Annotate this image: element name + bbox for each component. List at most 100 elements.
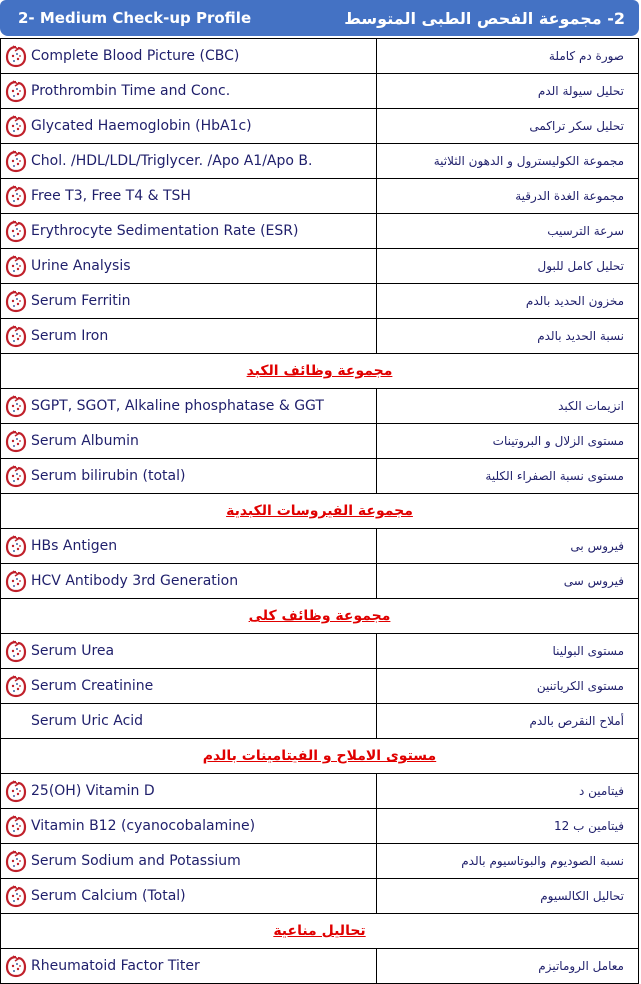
test-name-en-cell: Vitamin B12 (cyanocobalamine) xyxy=(0,808,377,844)
test-name-en: Glycated Haemoglobin (HbA1c) xyxy=(31,118,252,134)
test-name-en-cell: Serum Creatinine xyxy=(0,668,377,704)
section-title: مستوى الاملاح و الفيتامينات بالدم xyxy=(0,738,639,774)
test-row: Free T3, Free T4 & TSH مجموعة الغدة الدرق… xyxy=(0,178,639,214)
lab-logo-icon xyxy=(5,429,27,453)
test-name-en: Serum Creatinine xyxy=(31,678,154,694)
test-name-en-cell: HCV Antibody 3rd Generation xyxy=(0,563,377,599)
test-name-en: HCV Antibody 3rd Generation xyxy=(31,573,239,589)
lab-logo-icon xyxy=(5,44,27,68)
test-name-en-cell: Erythrocyte Sedimentation Rate (ESR) xyxy=(0,213,377,249)
section-row: مجموعة وظائف كلى xyxy=(0,598,639,634)
test-name-en-cell: Serum Calcium (Total) xyxy=(0,878,377,914)
test-name-en: Chol. /HDL/LDL/Triglycer. /Apo A1/Apo B. xyxy=(31,153,313,169)
test-name-en: Serum Uric Acid xyxy=(31,713,144,729)
test-row: 25(OH) Vitamin D فيتامين د xyxy=(0,773,639,809)
test-name-en: Serum bilirubin (total) xyxy=(31,468,186,484)
test-row: Chol. /HDL/LDL/Triglycer. /Apo A1/Apo B.… xyxy=(0,143,639,179)
test-row: HBs Antigen فيروس بى xyxy=(0,528,639,564)
lab-logo-icon xyxy=(5,79,27,103)
test-name-en-cell: SGPT, SGOT, Alkaline phosphatase & GGT xyxy=(0,388,377,424)
test-name-ar: مستوى البولينا xyxy=(376,633,639,669)
section-title: مجموعة وظائف كلى xyxy=(0,598,639,634)
test-row: Urine Analysis تحليل كامل للبول xyxy=(0,248,639,284)
test-name-en-cell: Serum Ferritin xyxy=(0,283,377,319)
test-name-ar: انزيمات الكبد xyxy=(376,388,639,424)
test-name-ar: فيروس بى xyxy=(376,528,639,564)
test-name-ar: فيروس سى xyxy=(376,563,639,599)
section-title: تحاليل مناعية xyxy=(0,913,639,949)
test-name-en: Erythrocyte Sedimentation Rate (ESR) xyxy=(31,223,299,239)
lab-logo-icon xyxy=(5,849,27,873)
test-name-en: Serum Ferritin xyxy=(31,293,131,309)
lab-logo-icon xyxy=(5,184,27,208)
test-name-ar: مجموعة الغدة الدرقية xyxy=(376,178,639,214)
test-name-en-cell: HBs Antigen xyxy=(0,528,377,564)
test-name-en-cell: Serum Urea xyxy=(0,633,377,669)
section-title: مجموعة وظائف الكبد xyxy=(0,353,639,389)
test-row: Serum Iron نسبة الحديد بالدم xyxy=(0,318,639,354)
test-name-en: Serum Iron xyxy=(31,328,109,344)
test-row: Serum Albumin مستوى الزلال و البروتينات xyxy=(0,423,639,459)
test-name-ar: نسبة الصوديوم والبوتاسيوم بالدم xyxy=(376,843,639,879)
test-row: SGPT, SGOT, Alkaline phosphatase & GGT ان… xyxy=(0,388,639,424)
test-name-ar: مستوى نسبة الصفراء الكلية xyxy=(376,458,639,494)
lab-logo-icon xyxy=(5,149,27,173)
test-name-en-cell: Glycated Haemoglobin (HbA1c) xyxy=(0,108,377,144)
test-name-en-cell: Serum Iron xyxy=(0,318,377,354)
test-row: HCV Antibody 3rd Generation فيروس سى xyxy=(0,563,639,599)
lab-logo-icon xyxy=(5,954,27,978)
lab-logo-icon xyxy=(5,324,27,348)
lab-logo-icon xyxy=(5,569,27,593)
test-row: Glycated Haemoglobin (HbA1c) تحليل سكر تر… xyxy=(0,108,639,144)
test-name-ar: صورة دم كاملة xyxy=(376,38,639,74)
test-name-ar: تحليل سيولة الدم xyxy=(376,73,639,109)
test-name-en: Urine Analysis xyxy=(31,258,131,274)
test-row: Vitamin B12 (cyanocobalamine) فيتامين ب 1… xyxy=(0,808,639,844)
test-name-en: Serum Albumin xyxy=(31,433,139,449)
test-name-ar: فيتامين ب 12 xyxy=(376,808,639,844)
section-row: مجموعة وظائف الكبد xyxy=(0,353,639,389)
test-row: Serum bilirubin (total) مستوى نسبة الصفرا… xyxy=(0,458,639,494)
test-row: Prothrombin Time and Conc. تحليل سيولة ال… xyxy=(0,73,639,109)
test-name-en-cell: Serum Albumin xyxy=(0,423,377,459)
test-name-en: SGPT, SGOT, Alkaline phosphatase & GGT xyxy=(31,398,324,414)
lab-logo-icon xyxy=(5,254,27,278)
test-name-en: Free T3, Free T4 & TSH xyxy=(31,188,191,204)
test-row: Serum Ferritin مخزون الحديد بالدم xyxy=(0,283,639,319)
test-name-en-cell: Serum Sodium and Potassium xyxy=(0,843,377,879)
test-name-ar: مستوى الكرياتنين xyxy=(376,668,639,704)
test-name-ar: معامل الروماتيزم xyxy=(376,948,639,984)
test-row: Serum Calcium (Total) تحاليل الكالسيوم xyxy=(0,878,639,914)
test-name-en-cell: Complete Blood Picture (CBC) xyxy=(0,38,377,74)
test-name-ar: مخزون الحديد بالدم xyxy=(376,283,639,319)
test-name-ar: تحليل كامل للبول xyxy=(376,248,639,284)
lab-logo-icon xyxy=(5,884,27,908)
test-name-en-cell: Rheumatoid Factor Titer xyxy=(0,948,377,984)
section-row: مستوى الاملاح و الفيتامينات بالدم xyxy=(0,738,639,774)
test-row: Complete Blood Picture (CBC) صورة دم كامل… xyxy=(0,38,639,74)
header-title-ar: 2- مجموعة الفحص الطبى المتوسط xyxy=(344,8,625,28)
test-name-en: HBs Antigen xyxy=(31,538,118,554)
test-row: Erythrocyte Sedimentation Rate (ESR) سرعة… xyxy=(0,213,639,249)
lab-logo-icon xyxy=(5,639,27,663)
lab-logo-icon xyxy=(5,464,27,488)
lab-logo-icon xyxy=(5,289,27,313)
lab-logo-icon xyxy=(5,779,27,803)
test-name-en: Rheumatoid Factor Titer xyxy=(31,958,200,974)
section-row: مجموعة الفيروسات الكبدية xyxy=(0,493,639,529)
test-name-ar: مجموعة الكوليسترول و الدهون الثلاثية xyxy=(376,143,639,179)
test-name-ar: مستوى الزلال و البروتينات xyxy=(376,423,639,459)
lab-logo-icon xyxy=(5,219,27,243)
header-title-en: 2- Medium Check-up Profile xyxy=(18,9,252,27)
test-name-en: Complete Blood Picture (CBC) xyxy=(31,48,240,64)
test-name-ar: تحليل سكر تراكمى xyxy=(376,108,639,144)
test-name-ar: سرعة الترسيب xyxy=(376,213,639,249)
tests-table: Complete Blood Picture (CBC) صورة دم كامل… xyxy=(0,38,639,984)
test-row: Rheumatoid Factor Titer معامل الروماتيزم xyxy=(0,948,639,984)
test-name-en-cell: Chol. /HDL/LDL/Triglycer. /Apo A1/Apo B. xyxy=(0,143,377,179)
test-name-ar: تحاليل الكالسيوم xyxy=(376,878,639,914)
test-name-ar: نسبة الحديد بالدم xyxy=(376,318,639,354)
lab-logo-icon xyxy=(5,674,27,698)
lab-logo-icon xyxy=(5,114,27,138)
